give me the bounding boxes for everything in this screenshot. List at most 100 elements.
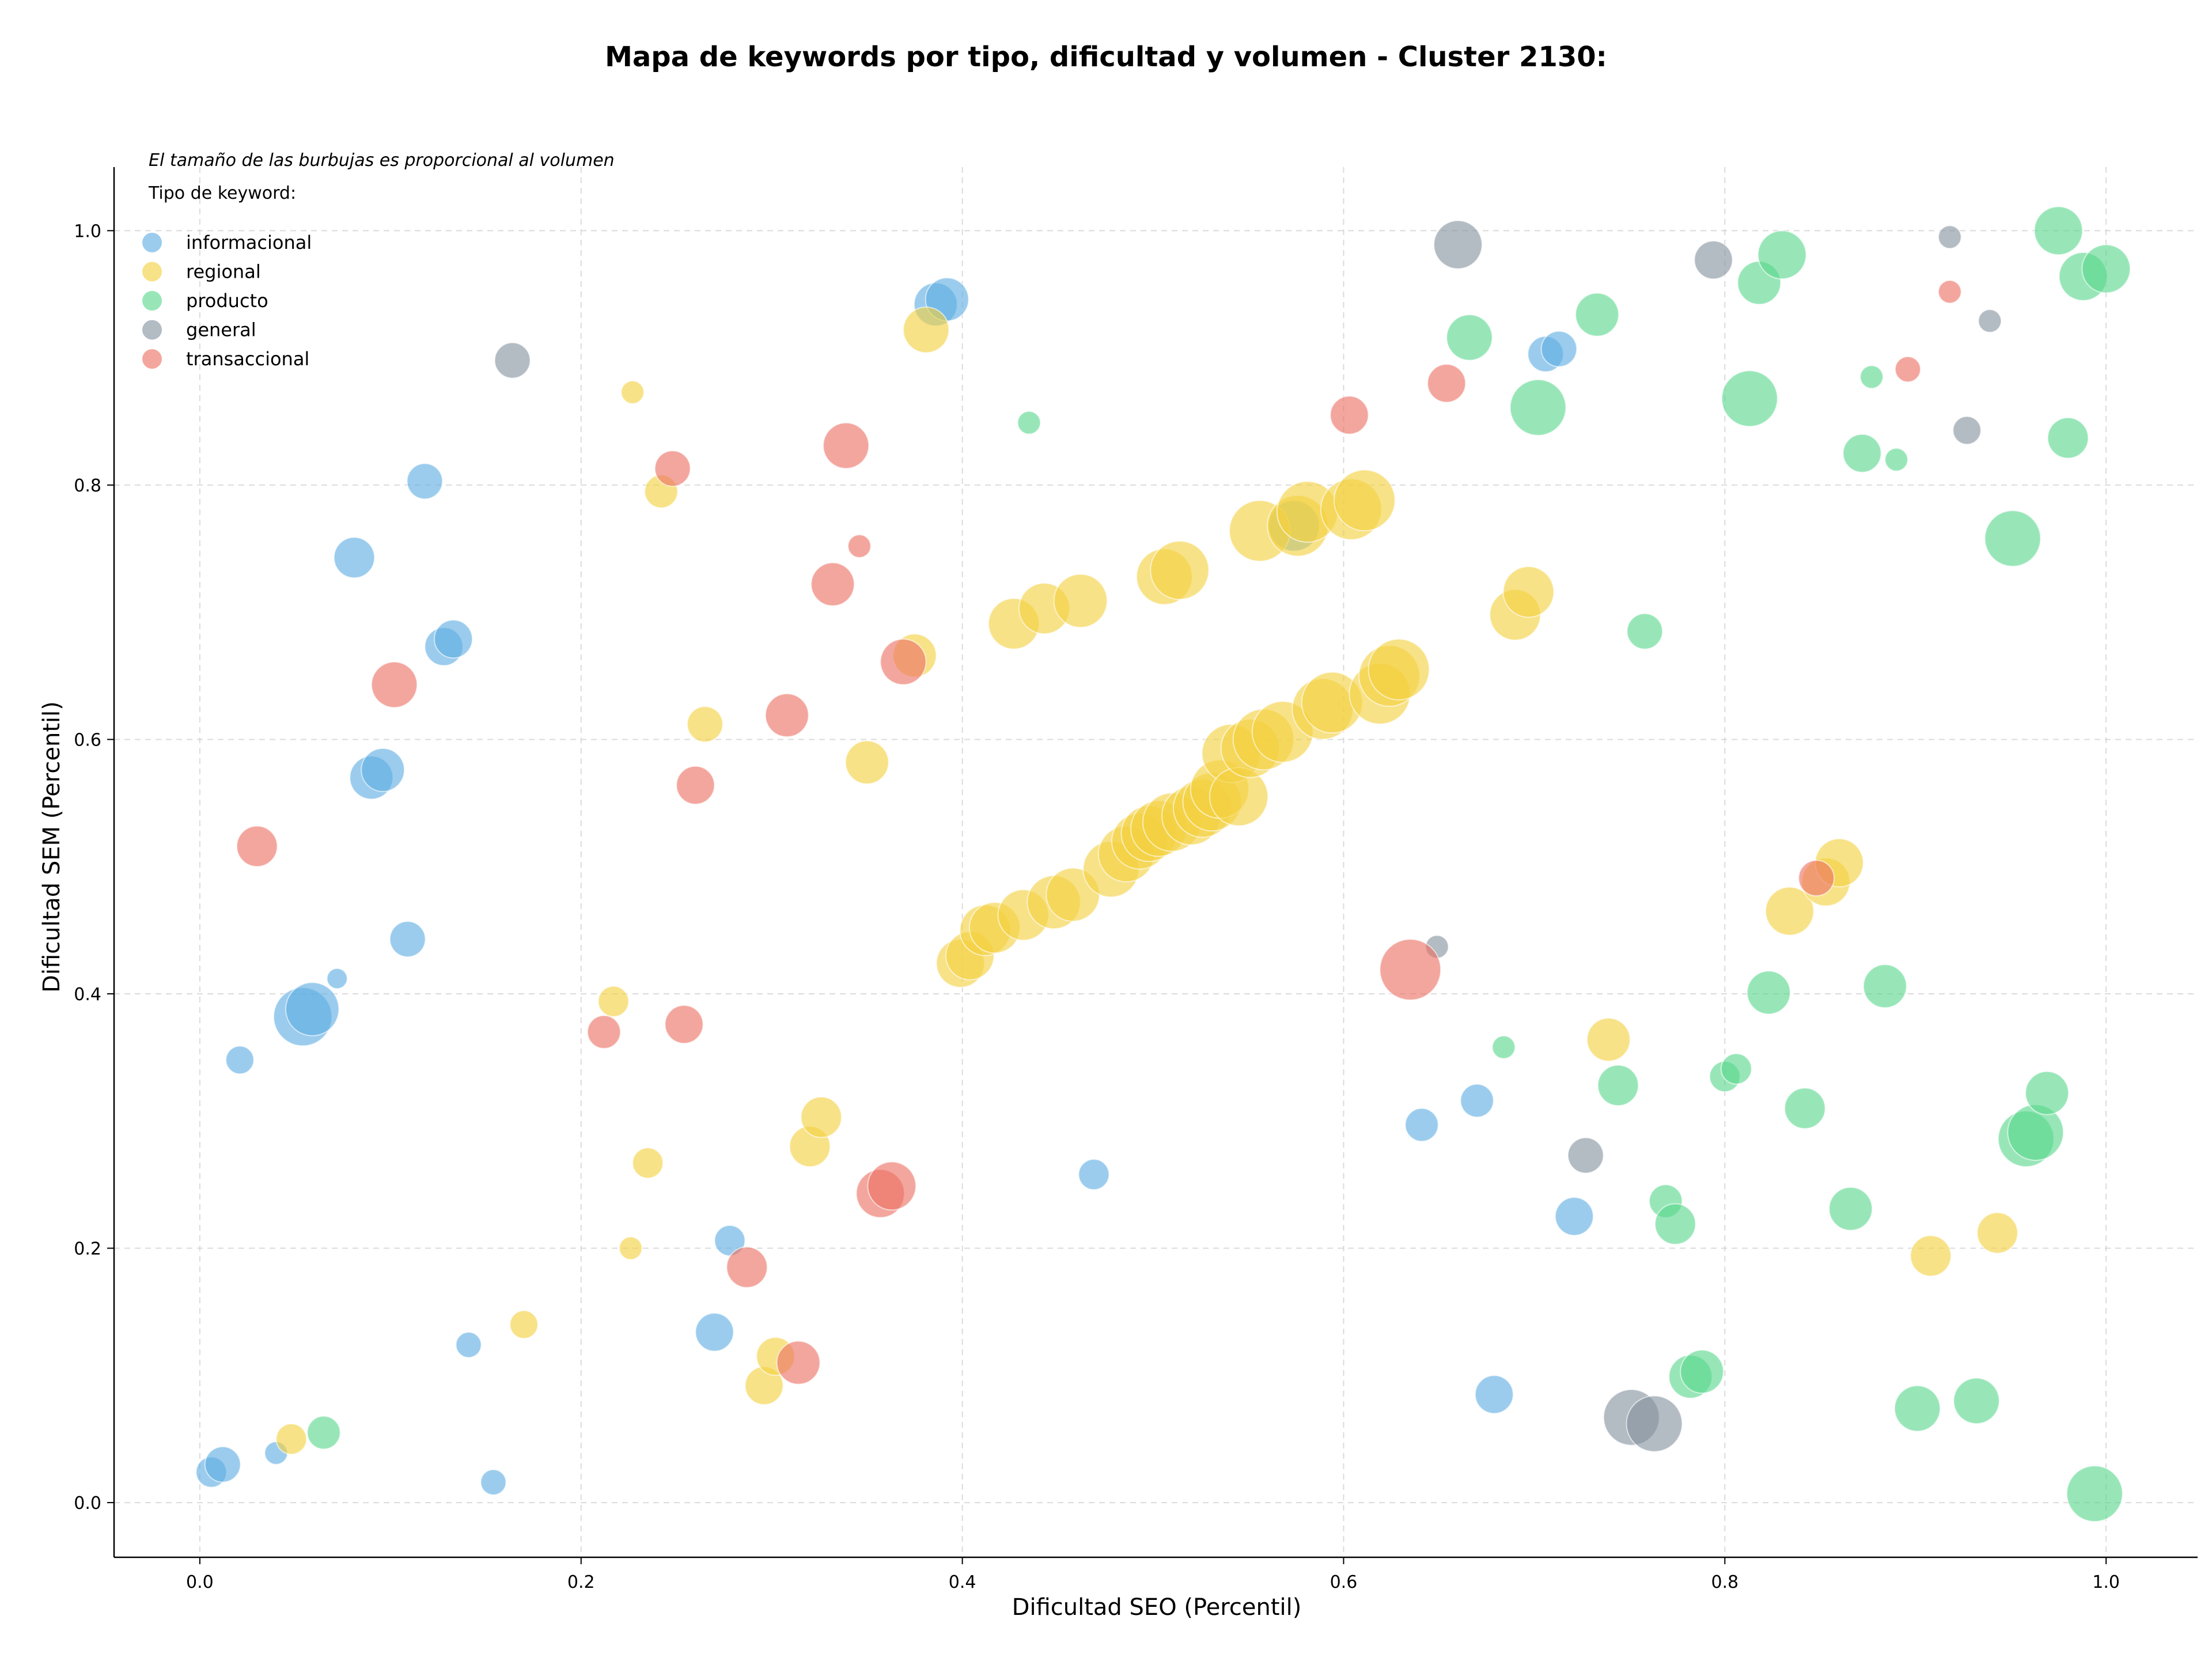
legend-marker-transaccional bbox=[142, 349, 162, 369]
bubble-transaccional bbox=[676, 765, 715, 805]
bubble-producto bbox=[1893, 1385, 1941, 1432]
legend-label-regional: regional bbox=[186, 261, 261, 283]
legend-label-general: general bbox=[186, 319, 256, 341]
bubble-general bbox=[1938, 225, 1962, 249]
bubble-producto bbox=[1626, 613, 1664, 650]
bubble-transaccional bbox=[776, 1340, 821, 1385]
bubble-informacional bbox=[1404, 1107, 1439, 1142]
y-tick-label: 0.0 bbox=[74, 1493, 101, 1514]
bubble-regional bbox=[619, 1236, 643, 1261]
y-tick-label: 0.2 bbox=[74, 1239, 101, 1259]
x-tick-label: 0.2 bbox=[567, 1572, 595, 1592]
bubble-regional bbox=[1976, 1212, 2018, 1254]
bubble-informacional bbox=[285, 982, 340, 1036]
bubble-informacional bbox=[204, 1446, 241, 1483]
legend-marker-general bbox=[142, 320, 162, 340]
y-tick-label: 1.0 bbox=[74, 221, 101, 241]
x-tick-label: 0.0 bbox=[186, 1572, 214, 1592]
bubble-informacional bbox=[1460, 1083, 1494, 1118]
bubble-regional bbox=[800, 1096, 842, 1138]
bubble-producto bbox=[1884, 448, 1908, 472]
bubble-producto bbox=[1953, 1377, 2000, 1425]
bubble-general bbox=[1567, 1137, 1604, 1174]
bubble-producto bbox=[1680, 1349, 1725, 1394]
bubble-producto bbox=[1984, 510, 2041, 567]
bubble-transaccional bbox=[823, 422, 870, 470]
bubble-transaccional bbox=[810, 562, 855, 607]
bubble-transaccional bbox=[1427, 364, 1467, 403]
bubble-regional bbox=[1150, 540, 1210, 600]
legend-marker-informacional bbox=[142, 233, 162, 252]
bubble-transaccional bbox=[1938, 279, 1962, 304]
bubble-producto bbox=[1859, 365, 1884, 389]
bubble-regional bbox=[509, 1310, 539, 1340]
bubble-informacional bbox=[695, 1312, 734, 1352]
bubble-regional bbox=[620, 380, 645, 404]
bubble-producto bbox=[1654, 1203, 1696, 1245]
bubble-producto bbox=[1720, 1053, 1752, 1085]
bubble-producto bbox=[306, 1416, 341, 1450]
bubble-producto bbox=[1721, 370, 1778, 427]
bubble-producto bbox=[2047, 417, 2089, 459]
legend: El tamaño de las burbujas es proporciona… bbox=[142, 150, 615, 370]
y-axis-label: Dificultad SEM (Percentil) bbox=[39, 701, 65, 993]
bubble-transaccional bbox=[1379, 939, 1442, 1001]
x-tick-label: 0.6 bbox=[1330, 1572, 1358, 1592]
bubble-transaccional bbox=[1798, 860, 1835, 896]
bubble-producto bbox=[1446, 314, 1493, 361]
x-tick-label: 1.0 bbox=[2092, 1572, 2120, 1592]
bubble-regional bbox=[687, 706, 724, 743]
bubble-informacional bbox=[1540, 330, 1578, 368]
bubble-regional bbox=[1368, 638, 1430, 701]
legend-title: Tipo de keyword: bbox=[148, 183, 296, 203]
bubble-transaccional bbox=[654, 450, 691, 487]
bubble-informacional bbox=[361, 748, 405, 792]
bubble-producto bbox=[2025, 1070, 2070, 1115]
x-axis-label: Dificultad SEO (Percentil) bbox=[1012, 1594, 1302, 1621]
bubble-producto bbox=[2081, 244, 2131, 294]
bubble-informacional bbox=[480, 1469, 507, 1496]
bubble-producto bbox=[1575, 292, 1620, 337]
bubble-transaccional bbox=[1330, 395, 1369, 435]
bubble-informacional bbox=[333, 536, 376, 578]
bubble-size-note: El tamaño de las burbujas es proporciona… bbox=[149, 150, 615, 171]
bubble-informacional bbox=[1078, 1159, 1110, 1190]
bubble-informacional bbox=[1554, 1197, 1594, 1236]
bubble-producto bbox=[1757, 230, 1807, 280]
bubble-informacional bbox=[434, 619, 473, 659]
x-tick-label: 0.4 bbox=[949, 1572, 976, 1592]
bubble-producto bbox=[1828, 1186, 1873, 1231]
bubble-producto bbox=[1784, 1087, 1826, 1129]
bubble-producto bbox=[2033, 206, 2084, 256]
bubble-informacional bbox=[225, 1045, 255, 1075]
bubble-transaccional bbox=[586, 1015, 622, 1049]
series-transaccional bbox=[236, 279, 1962, 1385]
legend-label-producto: producto bbox=[186, 290, 268, 312]
bubble-regional bbox=[1502, 566, 1555, 618]
bubble-general bbox=[1433, 220, 1483, 270]
bubble-informacional bbox=[389, 921, 426, 958]
legend-label-informacional: informacional bbox=[186, 232, 312, 253]
bubble-general bbox=[494, 342, 531, 379]
bubble-transaccional bbox=[847, 534, 872, 558]
bubble-transaccional bbox=[867, 1161, 916, 1211]
legend-label-transaccional: transaccional bbox=[186, 348, 309, 370]
bubble-transaccional bbox=[880, 638, 927, 686]
bubble-informacional bbox=[455, 1331, 482, 1359]
bubble-regional bbox=[844, 740, 889, 785]
bubble-transaccional bbox=[1895, 356, 1921, 383]
bubble-informacional bbox=[406, 463, 444, 500]
axes: 0.0 0.2 0.4 0.6 0.8 1.0 0.0 0.2 0.4 0.6 0.8 1.0 bbox=[74, 167, 2198, 1592]
chart-title: Mapa de keywords por tipo, dificultad y … bbox=[605, 41, 1607, 73]
bubble-producto bbox=[1491, 1035, 1516, 1060]
series-producto bbox=[306, 206, 2131, 1523]
bubble-general bbox=[1952, 415, 1982, 445]
bubble-general bbox=[1978, 309, 2002, 333]
bubble-regional bbox=[597, 985, 630, 1017]
bubble-informacional bbox=[1474, 1375, 1514, 1414]
bubble-general bbox=[1694, 240, 1733, 280]
bubble-regional bbox=[1334, 469, 1396, 532]
bubble-producto bbox=[2066, 1465, 2123, 1523]
bubble-regional bbox=[1053, 573, 1108, 629]
bubble-regional bbox=[903, 307, 950, 354]
